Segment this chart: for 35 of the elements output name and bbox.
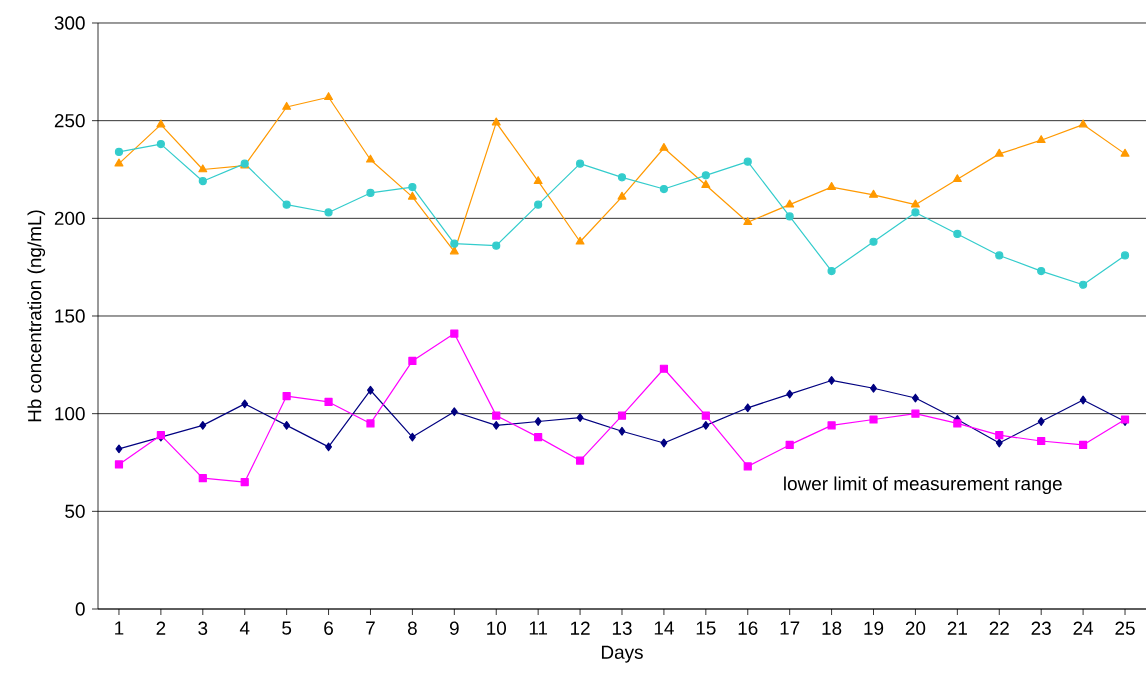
x-tick-label: 20 bbox=[905, 621, 926, 635]
x-tick-label: 7 bbox=[366, 621, 375, 635]
x-tick-label: 11 bbox=[529, 621, 548, 635]
x-tick-label: 9 bbox=[449, 621, 459, 635]
y-axis-title: Hb concentration (ng/mL) bbox=[27, 210, 46, 422]
x-tick-label: 21 bbox=[947, 621, 967, 635]
x-tick-label: 3 bbox=[198, 621, 208, 635]
x-tick-label: 14 bbox=[654, 621, 674, 635]
x-tick-label: 18 bbox=[822, 621, 842, 635]
x-tick-label: 17 bbox=[780, 621, 800, 635]
x-tick-label: 2 bbox=[156, 621, 166, 635]
y-tick-label: 200 bbox=[54, 211, 85, 226]
x-tick-label: 5 bbox=[282, 621, 292, 635]
x-axis-title: Days bbox=[601, 645, 643, 663]
y-tick-label: 150 bbox=[55, 309, 85, 323]
x-tick-label: 15 bbox=[696, 621, 716, 635]
x-tick-label: 1 bbox=[115, 621, 124, 635]
x-tick-label: 23 bbox=[1031, 621, 1051, 635]
x-tick-label: 25 bbox=[1115, 621, 1135, 635]
x-tick-label: 22 bbox=[989, 621, 1009, 635]
x-tick-label: 12 bbox=[570, 621, 590, 635]
x-tick-label: 19 bbox=[864, 621, 884, 635]
x-tick-label: 24 bbox=[1073, 621, 1094, 635]
annotation: lower limit of measurement range bbox=[784, 476, 1062, 495]
y-tick-label: 0 bbox=[75, 602, 85, 616]
x-tick-label: 8 bbox=[407, 621, 417, 635]
x-tick-label: 4 bbox=[239, 621, 250, 635]
x-tick-label: 6 bbox=[324, 621, 333, 635]
x-tick-label: 16 bbox=[738, 621, 758, 635]
y-tick-label: 50 bbox=[65, 504, 85, 519]
x-tick-label: 10 bbox=[487, 621, 507, 635]
y-tick-label: 250 bbox=[54, 113, 85, 128]
y-tick-label: 100 bbox=[55, 406, 85, 421]
x-tick-label: 13 bbox=[612, 621, 632, 635]
y-tick-label: 300 bbox=[54, 16, 85, 30]
